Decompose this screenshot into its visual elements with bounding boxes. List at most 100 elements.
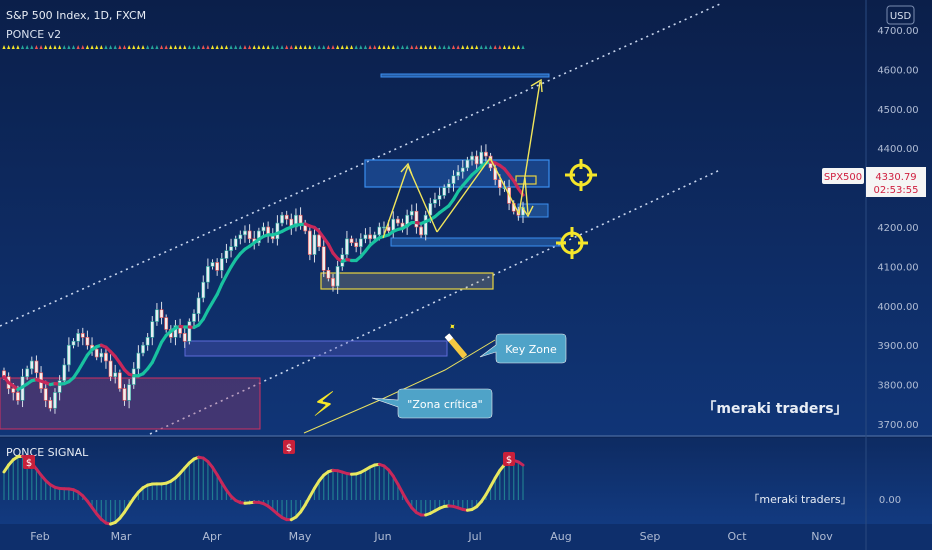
candle-body xyxy=(117,372,122,389)
candle-body xyxy=(317,234,322,248)
price-tick-label: 4700.00 xyxy=(877,26,918,37)
indicator-dot xyxy=(516,45,520,49)
time-tick-label: Nov xyxy=(811,530,833,543)
key-zone-box[interactable] xyxy=(184,340,448,357)
indicator-dot xyxy=(20,45,25,49)
arrow-up-3-head xyxy=(530,78,543,93)
time-axis[interactable]: Feb Mar Apr May Jun Jul Aug Sep Oct Nov xyxy=(30,530,833,543)
indicator-dot xyxy=(493,45,497,49)
indicator-dot xyxy=(206,45,210,49)
indicator-dot xyxy=(424,45,428,49)
signal-line-segment xyxy=(489,476,497,488)
candle-body xyxy=(127,384,132,401)
target-line-box[interactable] xyxy=(380,73,550,78)
price-axis[interactable]: 4700.004600.004500.004400.004300.004200.… xyxy=(877,26,918,431)
indicator-dot xyxy=(30,45,34,49)
indicator-dot xyxy=(141,45,145,49)
symbol-tag-label: SPX500 xyxy=(824,172,862,183)
lower-support-box[interactable] xyxy=(320,272,494,290)
support-line-box[interactable] xyxy=(390,237,562,247)
candle-body xyxy=(238,234,243,240)
time-tick-label: Aug xyxy=(550,530,571,543)
candle-body xyxy=(187,321,192,342)
indicator-dot xyxy=(7,45,11,49)
indicator-dot xyxy=(298,45,303,49)
candle-body xyxy=(465,159,470,169)
indicator-dot xyxy=(294,45,298,49)
key-zone-label: Key Zone xyxy=(505,343,557,356)
indicator-dot xyxy=(108,45,113,49)
candle-body xyxy=(345,238,349,255)
candle-body xyxy=(108,360,113,378)
indicator-dot xyxy=(118,45,122,49)
zona-critica-callout[interactable]: "Zona crítica" xyxy=(371,388,493,419)
indicator-dot xyxy=(210,45,215,49)
main-pane-bg xyxy=(0,0,932,436)
indicator-dot xyxy=(252,45,256,49)
signal-line-segment xyxy=(215,473,224,485)
candle-body xyxy=(99,352,104,358)
indicator-dot xyxy=(122,45,127,49)
indicator-dot xyxy=(34,45,39,49)
candle-body xyxy=(321,246,326,271)
price-tick-label: 3900.00 xyxy=(877,341,918,352)
candle-body xyxy=(294,214,298,228)
indicator-dot xyxy=(410,45,414,49)
indicator-dot xyxy=(261,45,266,49)
candle-body xyxy=(479,151,484,165)
key-zone-callout[interactable]: Key Zone xyxy=(479,333,567,364)
candle-body xyxy=(363,234,368,240)
signal-marker-1: $ xyxy=(23,455,35,469)
indicator-dot xyxy=(104,45,108,49)
indicator-dot xyxy=(387,45,391,49)
indicator-dot xyxy=(479,45,483,49)
indicator-dot xyxy=(512,45,516,49)
trend-channel[interactable] xyxy=(0,3,721,435)
candle-body xyxy=(497,179,502,188)
candle-body xyxy=(173,325,178,338)
indicator-dot xyxy=(442,45,446,49)
candle-body xyxy=(349,238,354,244)
candle-body xyxy=(141,344,145,354)
indicator-dot xyxy=(303,45,307,49)
indicator-dot xyxy=(229,45,233,49)
indicator-dot xyxy=(99,45,103,49)
indicator-dot xyxy=(396,45,400,49)
candle-body xyxy=(53,392,57,409)
indicator-dot xyxy=(136,45,140,49)
indicator-dot xyxy=(331,45,335,49)
indicator-dot xyxy=(451,45,456,49)
price-tick-label: 4000.00 xyxy=(877,302,918,313)
indicator-dot xyxy=(391,45,395,49)
candle-body xyxy=(62,364,67,381)
ma-segment xyxy=(150,350,159,365)
indicator-name[interactable]: PONCE v2 xyxy=(6,28,61,41)
candle-body xyxy=(43,388,48,401)
candle-body xyxy=(474,155,479,165)
candle-body xyxy=(460,167,465,173)
candle-body xyxy=(196,297,201,314)
countdown-label: 02:53:55 xyxy=(874,185,919,196)
candle-body xyxy=(155,309,159,322)
symbol-title[interactable]: S&P 500 Index, 1D, FXCM xyxy=(6,9,146,22)
currency-button[interactable]: USD xyxy=(886,5,915,25)
candle-body xyxy=(484,151,488,157)
arrow-down-3-head xyxy=(521,205,534,218)
candle-body xyxy=(210,262,215,267)
candle-body xyxy=(229,246,233,251)
indicator-dot xyxy=(312,45,317,49)
ma-segment xyxy=(220,273,229,286)
channel-lower-line[interactable] xyxy=(149,169,721,435)
indicator-dot xyxy=(322,45,326,49)
projection-arrows xyxy=(382,78,543,239)
ma-segment xyxy=(201,308,210,321)
indicator-dot xyxy=(475,45,479,49)
indicator-dot xyxy=(377,45,381,49)
candle-body xyxy=(451,175,456,184)
time-tick-label: Apr xyxy=(202,530,222,543)
price-tick-label: 3800.00 xyxy=(877,381,918,392)
crosshair-icon-1[interactable] xyxy=(565,159,597,191)
candle-body xyxy=(159,309,164,318)
crosshair-icon-2[interactable] xyxy=(556,227,588,259)
